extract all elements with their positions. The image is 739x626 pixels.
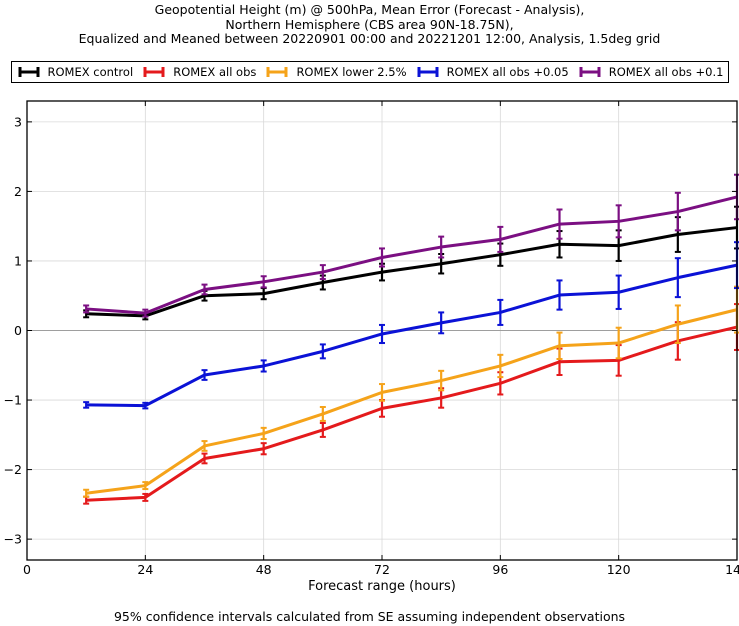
error-bar xyxy=(379,383,385,402)
chart-title: Geopotential Height (m) @ 500hPa, Mean E… xyxy=(0,2,739,47)
y-tick-label: 3 xyxy=(14,114,22,129)
legend-label: ROMEX lower 2.5% xyxy=(296,65,407,79)
error-bar xyxy=(319,264,326,281)
error-bar xyxy=(615,274,622,310)
error-bar xyxy=(438,235,445,259)
legend-swatch xyxy=(18,67,40,77)
error-bar xyxy=(260,442,267,456)
series-4 xyxy=(83,173,739,318)
legend-swatch xyxy=(579,67,601,77)
series-2 xyxy=(83,285,739,498)
error-bar xyxy=(556,208,563,240)
error-bar xyxy=(615,326,622,360)
error-bar xyxy=(379,247,385,268)
axis-ticks: 0 24 48 72 96 120 144 −3 −2 −1 0 1 2 3 xyxy=(4,101,739,577)
error-bar xyxy=(83,304,90,314)
chart-title-line-2: Northern Hemisphere (CBS area 90N-18.75N… xyxy=(225,16,514,32)
chart-title-line-3: Equalized and Meaned between 20220901 00… xyxy=(78,31,661,46)
y-tick-label: −1 xyxy=(4,393,22,408)
error-bar xyxy=(142,401,149,410)
error-bar xyxy=(556,279,563,311)
error-bar xyxy=(438,311,445,335)
y-tick-label: −2 xyxy=(4,462,22,477)
series-3 xyxy=(83,241,739,410)
error-bar xyxy=(674,257,681,299)
x-tick-label: 24 xyxy=(137,562,153,577)
error-bar xyxy=(379,323,385,345)
error-bar xyxy=(319,343,326,360)
error-bar xyxy=(83,401,90,409)
legend-swatch xyxy=(143,67,165,77)
error-bar xyxy=(83,488,90,498)
error-bar xyxy=(201,369,208,381)
error-bar xyxy=(497,298,504,326)
y-tick-label: −3 xyxy=(4,532,22,547)
series-layer xyxy=(83,173,739,505)
legend-item-1: ROMEX all obs xyxy=(142,65,256,79)
legend-label: ROMEX control xyxy=(47,65,134,79)
error-bar xyxy=(260,275,267,289)
x-tick-label: 144 xyxy=(725,562,739,577)
series-line xyxy=(86,195,738,315)
x-tick-label: 72 xyxy=(374,562,390,577)
chart-title-line-1: Geopotential Height (m) @ 500hPa, Mean E… xyxy=(154,2,585,17)
error-bar xyxy=(615,204,622,239)
series-line xyxy=(86,325,738,502)
series-line xyxy=(85,308,738,495)
y-tick-label: 0 xyxy=(14,323,22,338)
error-bar xyxy=(142,492,149,502)
series-line xyxy=(86,226,738,318)
error-bar xyxy=(260,359,267,373)
x-tick-label: 0 xyxy=(23,562,31,577)
error-bar xyxy=(556,331,563,361)
chart-footer-note: 95% confidence intervals calculated from… xyxy=(113,609,626,624)
x-axis-label: Forecast range (hours) xyxy=(308,579,456,594)
error-bar xyxy=(438,369,445,392)
error-bar xyxy=(201,440,208,452)
error-bar xyxy=(201,452,208,465)
error-bar xyxy=(674,304,681,345)
legend-label: ROMEX all obs +0.1 xyxy=(608,65,724,79)
x-tick-label: 120 xyxy=(607,562,631,577)
series-line xyxy=(86,263,738,408)
legend-item-0: ROMEX control xyxy=(17,65,134,79)
y-tick-label: 2 xyxy=(14,184,22,199)
error-bar xyxy=(497,225,504,253)
legend-label: ROMEX all obs +0.05 xyxy=(446,65,569,79)
legend-swatch xyxy=(417,67,439,77)
error-bar xyxy=(142,481,149,491)
legend-swatch xyxy=(266,67,288,77)
legend-label: ROMEX all obs xyxy=(173,65,257,79)
series-0 xyxy=(83,205,739,321)
error-bar xyxy=(497,353,504,379)
y-tick-label: 1 xyxy=(14,253,22,268)
error-bar xyxy=(319,421,326,438)
legend-item-2: ROMEX lower 2.5% xyxy=(265,65,407,79)
error-bar xyxy=(674,191,681,232)
error-bar xyxy=(260,426,267,440)
legend-item-3: ROMEX all obs +0.05 xyxy=(416,65,569,79)
legend-item-4: ROMEX all obs +0.1 xyxy=(578,65,724,79)
error-bar xyxy=(201,283,208,296)
chart-legend: ROMEX control ROMEX all obs ROMEX lower 2.… xyxy=(11,61,729,83)
x-tick-label: 96 xyxy=(492,562,508,577)
x-tick-label: 48 xyxy=(256,562,272,577)
series-1 xyxy=(83,303,739,505)
error-bar xyxy=(319,406,326,422)
error-bar xyxy=(142,308,149,318)
